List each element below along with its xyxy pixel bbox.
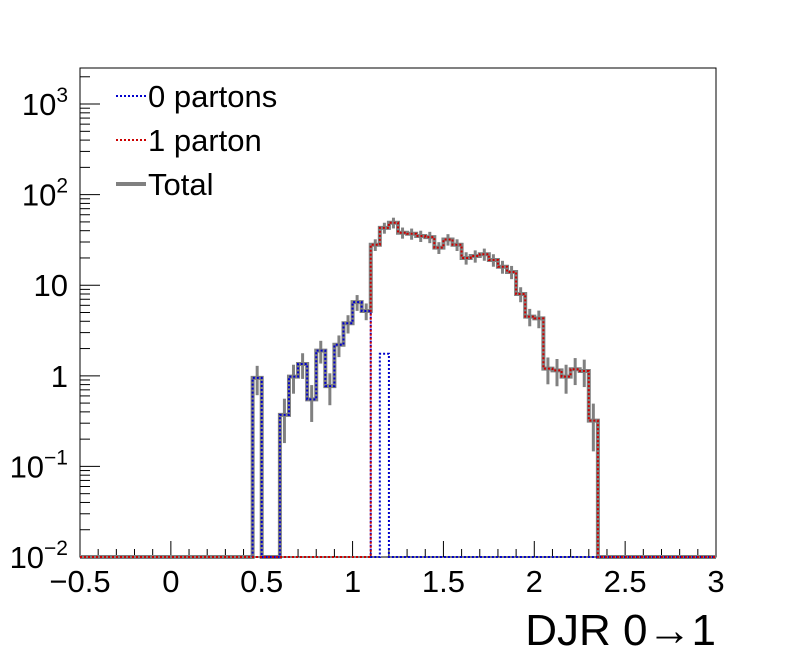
x-tick-label: 0.5 xyxy=(240,564,283,599)
x-tick-labels: −0.5 0 0.5 1 1.5 2 2.5 3 xyxy=(49,564,724,599)
x-tick-label: −0.5 xyxy=(49,564,110,599)
legend-item: 1 parton xyxy=(116,123,262,158)
x-tick-label: 3 xyxy=(707,564,724,599)
y-tick-label: 102 xyxy=(22,175,68,213)
x-tick-label: 2 xyxy=(526,564,543,599)
y-tick-label: 103 xyxy=(22,84,68,122)
y-tick-labels: 10−2 10−1 1 10 102 103 xyxy=(10,84,68,575)
x-tick-label: 2.5 xyxy=(604,564,647,599)
legend-label: 1 parton xyxy=(148,123,262,158)
series-line xyxy=(80,221,716,558)
x-axis-title: DJR 0→1 xyxy=(525,606,716,655)
series-line xyxy=(80,301,716,558)
y-tick-label: 10−1 xyxy=(10,446,68,484)
legend-item: 0 partons xyxy=(116,79,277,114)
y-tick-label: 10 xyxy=(34,268,68,303)
series-1-parton xyxy=(80,221,716,558)
legend: 0 partons 1 parton Total xyxy=(116,79,277,202)
x-tick-label: 1.5 xyxy=(422,564,465,599)
y-tick-label: 10−2 xyxy=(10,537,68,575)
series-line xyxy=(80,220,716,559)
legend-label: 0 partons xyxy=(148,79,277,114)
series-total xyxy=(80,217,716,559)
y-tick-label: 1 xyxy=(51,359,68,394)
x-tick-label: 0 xyxy=(162,564,179,599)
legend-label: Total xyxy=(148,167,213,202)
series-layer xyxy=(80,217,716,559)
series-0-partons xyxy=(80,301,716,558)
legend-item: Total xyxy=(116,167,213,202)
x-tick-label: 1 xyxy=(344,564,361,599)
